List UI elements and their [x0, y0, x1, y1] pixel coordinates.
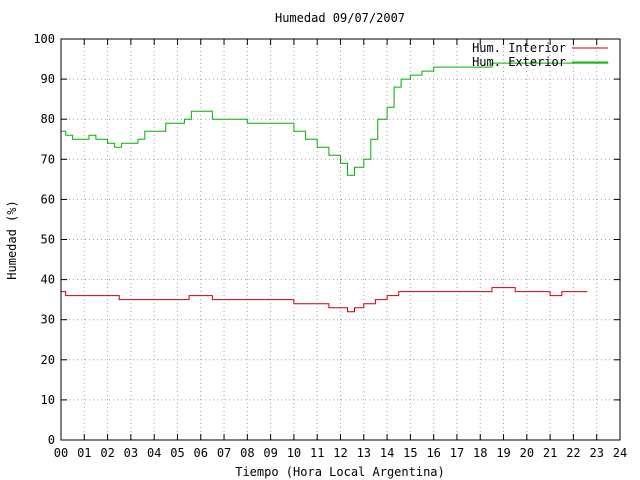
x-tick-label: 14 [380, 446, 394, 460]
y-tick-label: 60 [41, 192, 55, 206]
x-tick-label: 12 [333, 446, 347, 460]
y-tick-label: 80 [41, 112, 55, 126]
x-tick-label: 23 [589, 446, 603, 460]
series-line-interior [61, 287, 588, 313]
y-tick-label: 90 [41, 72, 55, 86]
y-tick-label: 70 [41, 152, 55, 166]
axis-ticks: 0 10 20 30 40 50 60 70 80 90 100 00 01 02 03 04 05 06 07 08… [33, 32, 627, 460]
x-tick-label: 11 [310, 446, 324, 460]
x-tick-label: 16 [426, 446, 440, 460]
x-tick-label: 08 [240, 446, 254, 460]
y-tick-label: 40 [41, 273, 55, 287]
x-tick-label: 00 [54, 446, 68, 460]
x-tick-label: 17 [450, 446, 464, 460]
x-tick-label: 20 [520, 446, 534, 460]
x-tick-label: 13 [357, 446, 371, 460]
x-tick-label: 21 [543, 446, 557, 460]
x-tick-label: 01 [77, 446, 91, 460]
x-tick-label: 18 [473, 446, 487, 460]
legend-label: Hum. Exterior [472, 55, 566, 69]
grid-lines [61, 39, 620, 440]
series-line-exterior [61, 62, 609, 176]
y-tick-label: 100 [33, 32, 55, 46]
x-tick-label: 24 [613, 446, 627, 460]
x-tick-label: 15 [403, 446, 417, 460]
x-tick-label: 19 [496, 446, 510, 460]
plot-frame [60, 38, 621, 441]
y-tick-label: 0 [48, 433, 55, 447]
x-tick-label: 09 [263, 446, 277, 460]
y-tick-label: 50 [41, 233, 55, 247]
x-tick-label: 02 [100, 446, 114, 460]
x-axis-label: Tiempo (Hora Local Argentina) [235, 465, 445, 479]
y-tick-label: 30 [41, 313, 55, 327]
x-tick-label: 22 [566, 446, 580, 460]
x-tick-label: 06 [194, 446, 208, 460]
y-axis-label: Humedad (%) [5, 200, 19, 279]
y-tick-label: 10 [41, 393, 55, 407]
x-tick-label: 07 [217, 446, 231, 460]
x-tick-label: 05 [170, 446, 184, 460]
x-tick-label: 04 [147, 446, 161, 460]
y-tick-label: 20 [41, 353, 55, 367]
x-tick-label: 10 [287, 446, 301, 460]
legend-label: Hum. Interior [472, 41, 566, 55]
series-lines [61, 62, 609, 313]
x-tick-label: 03 [124, 446, 138, 460]
chart-title: Humedad 09/07/2007 [275, 11, 405, 25]
